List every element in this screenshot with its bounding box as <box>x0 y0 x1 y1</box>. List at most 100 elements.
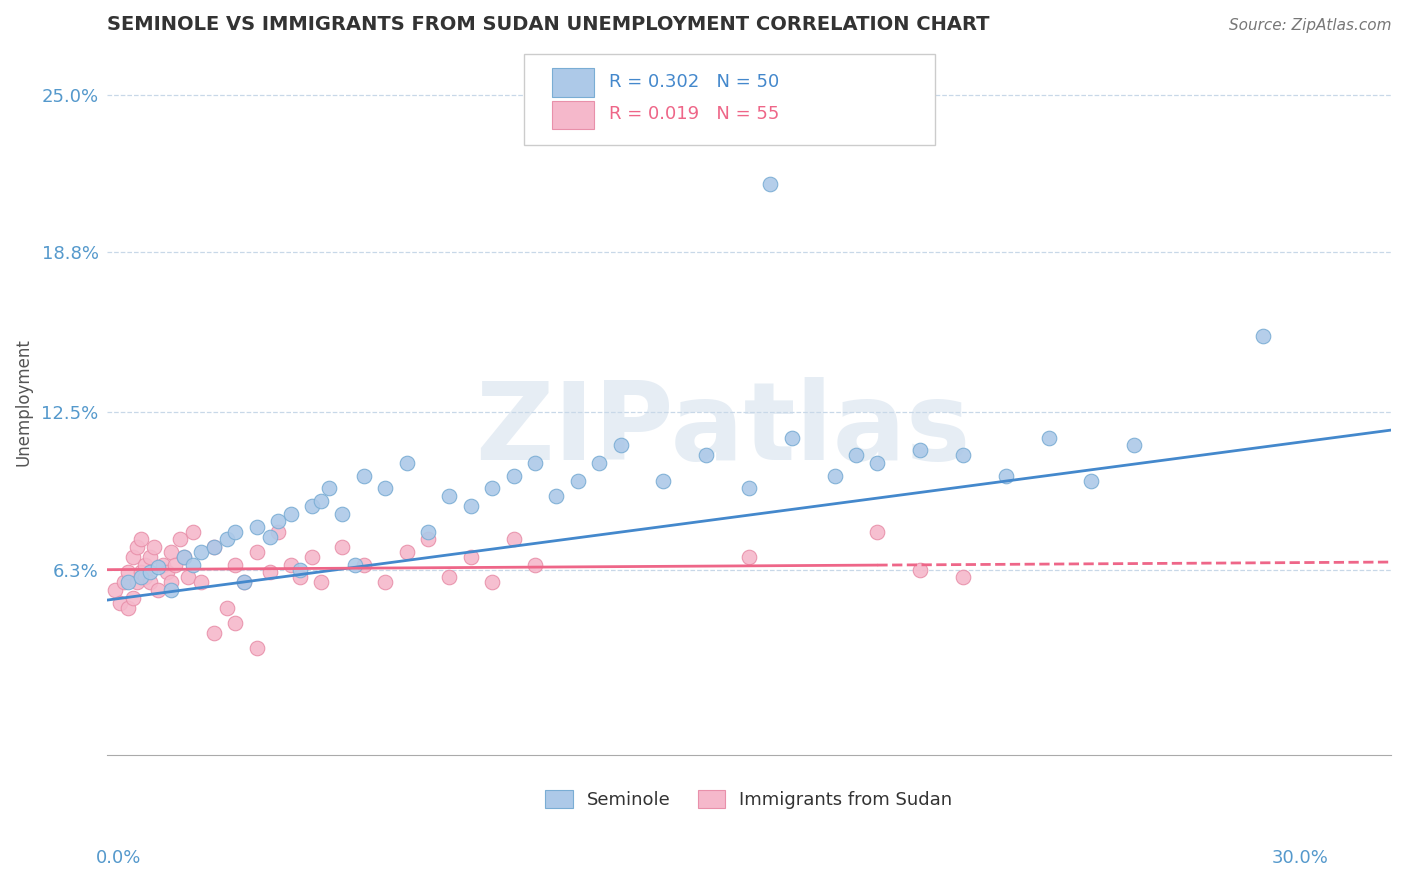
Text: R = 0.019   N = 55: R = 0.019 N = 55 <box>609 105 779 123</box>
Point <box>738 482 761 496</box>
Point <box>190 575 212 590</box>
Point <box>202 540 225 554</box>
Point <box>952 449 974 463</box>
Point <box>1251 329 1274 343</box>
Bar <box>553 69 593 96</box>
Point <box>259 565 281 579</box>
Point <box>738 549 761 564</box>
Point <box>173 549 195 564</box>
Point <box>301 549 323 564</box>
Point <box>129 570 152 584</box>
Point <box>502 468 524 483</box>
Point <box>267 524 290 539</box>
Point <box>288 570 311 584</box>
Text: 0.0%: 0.0% <box>96 849 141 867</box>
Point <box>395 456 418 470</box>
Point <box>112 575 135 590</box>
Point <box>546 489 568 503</box>
Text: SEMINOLE VS IMMIGRANTS FROM SUDAN UNEMPLOYMENT CORRELATION CHART: SEMINOLE VS IMMIGRANTS FROM SUDAN UNEMPL… <box>107 15 990 34</box>
Point <box>246 519 269 533</box>
Point <box>246 641 269 656</box>
Point <box>1080 474 1102 488</box>
Y-axis label: Unemployment: Unemployment <box>15 338 32 467</box>
Legend: Seminole, Immigrants from Sudan: Seminole, Immigrants from Sudan <box>538 782 960 816</box>
Point <box>330 507 353 521</box>
Point <box>416 532 439 546</box>
Point <box>695 449 717 463</box>
Bar <box>553 101 593 129</box>
Point <box>780 431 803 445</box>
Point <box>994 468 1017 483</box>
Point <box>318 482 340 496</box>
Point <box>202 540 225 554</box>
Point <box>117 575 139 590</box>
Point <box>439 489 461 503</box>
Point <box>309 575 332 590</box>
Point <box>259 530 281 544</box>
Point <box>353 558 375 572</box>
Point <box>523 456 546 470</box>
Point <box>267 515 290 529</box>
Point <box>374 482 396 496</box>
Point <box>138 549 160 564</box>
Point <box>1123 438 1146 452</box>
Point <box>845 449 868 463</box>
Point <box>288 563 311 577</box>
Point <box>134 570 156 584</box>
Point <box>215 532 238 546</box>
Text: R = 0.302   N = 50: R = 0.302 N = 50 <box>609 73 779 91</box>
Point <box>134 558 156 572</box>
Point <box>177 570 200 584</box>
Point <box>232 575 254 590</box>
Point <box>215 600 238 615</box>
Point <box>117 565 139 579</box>
Point <box>330 540 353 554</box>
Point <box>481 575 503 590</box>
Point <box>165 558 187 572</box>
Point <box>156 565 179 579</box>
Point <box>908 443 931 458</box>
Point <box>502 532 524 546</box>
Point <box>588 456 610 470</box>
Text: 30.0%: 30.0% <box>1272 849 1329 867</box>
Point <box>567 474 589 488</box>
Point <box>523 558 546 572</box>
Point <box>181 558 204 572</box>
Point <box>952 570 974 584</box>
Point <box>395 545 418 559</box>
Point <box>309 494 332 508</box>
Point <box>117 600 139 615</box>
Point <box>439 570 461 584</box>
Point <box>866 524 889 539</box>
Point <box>138 565 160 579</box>
Point <box>121 549 143 564</box>
Point <box>121 591 143 605</box>
Point <box>759 177 782 191</box>
Point <box>160 545 183 559</box>
Text: Source: ZipAtlas.com: Source: ZipAtlas.com <box>1229 18 1392 33</box>
Point <box>138 575 160 590</box>
Point <box>481 482 503 496</box>
Point <box>169 532 191 546</box>
Point <box>181 524 204 539</box>
Point <box>129 565 152 579</box>
Point <box>125 575 148 590</box>
Point <box>224 615 246 630</box>
Point <box>1038 431 1060 445</box>
Point <box>344 558 367 572</box>
Point <box>866 456 889 470</box>
Point <box>280 558 302 572</box>
Point <box>652 474 675 488</box>
Point <box>460 500 482 514</box>
Point <box>232 575 254 590</box>
Point <box>353 468 375 483</box>
Point <box>202 626 225 640</box>
FancyBboxPatch shape <box>524 54 935 145</box>
Point <box>152 558 174 572</box>
Point <box>160 582 183 597</box>
Point <box>280 507 302 521</box>
Point <box>190 545 212 559</box>
Point <box>173 549 195 564</box>
Point <box>908 563 931 577</box>
Point <box>108 596 131 610</box>
